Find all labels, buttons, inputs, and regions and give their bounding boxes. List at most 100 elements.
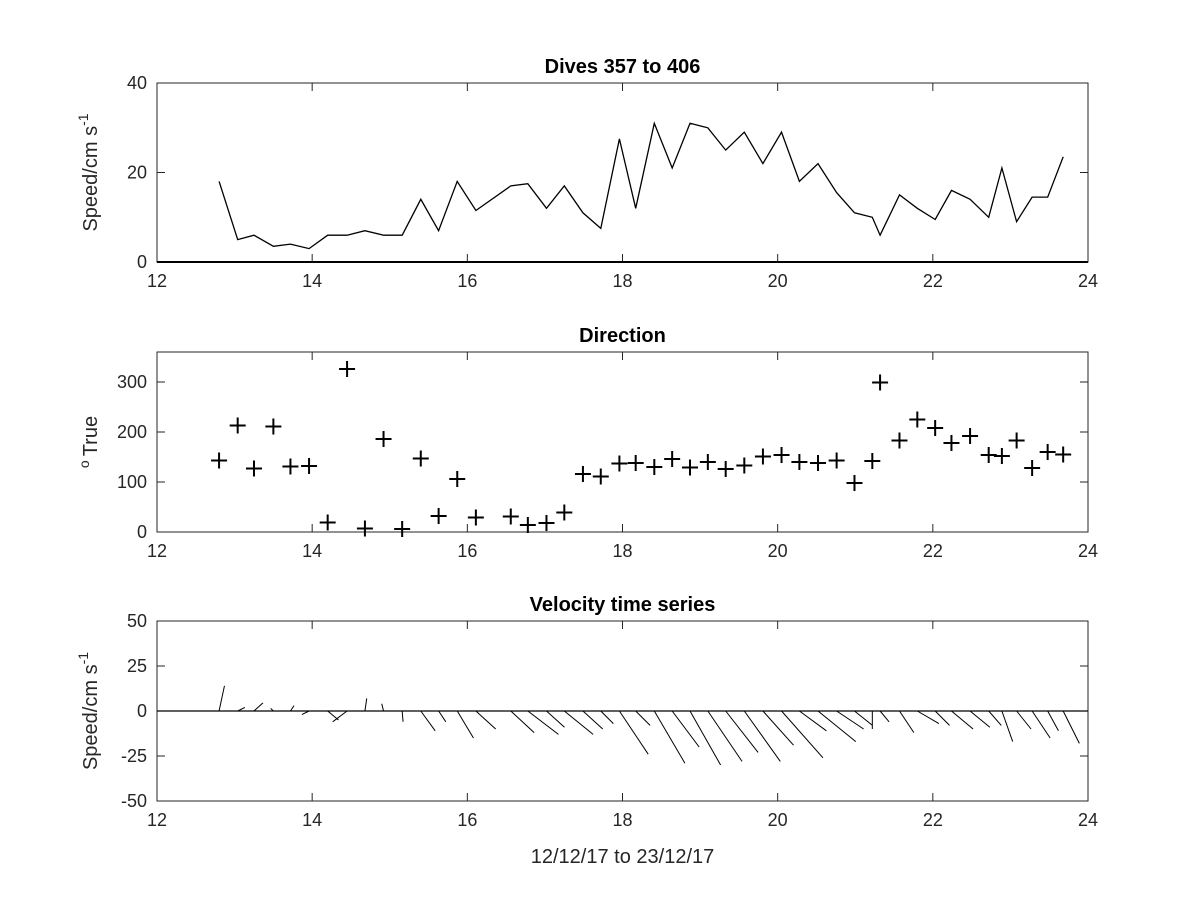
y-tick-label: -50 <box>121 791 147 811</box>
direction-point <box>872 374 889 391</box>
direction-point <box>810 455 827 471</box>
direction-point <box>891 432 908 449</box>
x-tick-label: 14 <box>302 271 322 291</box>
velocity-stick <box>364 698 368 712</box>
direction-point <box>773 447 790 463</box>
velocity-stick <box>438 710 447 723</box>
velocity-stick <box>401 710 404 722</box>
y-tick-label: 300 <box>117 372 147 392</box>
velocity-stick <box>301 710 310 716</box>
direction-point <box>791 454 808 470</box>
y-tick-label: 200 <box>117 422 147 442</box>
subplot-title: Dives 357 to 406 <box>545 56 701 78</box>
x-tick-label: 16 <box>457 810 477 830</box>
y-tick-label: 0 <box>137 252 147 272</box>
direction-point <box>449 471 466 487</box>
x-tick-label: 24 <box>1078 541 1098 561</box>
velocity-stick <box>707 710 743 762</box>
direction-point <box>962 428 979 444</box>
velocity-stick <box>1031 710 1051 739</box>
y-tick-label: 40 <box>127 73 147 93</box>
direction-point <box>927 420 944 436</box>
direction-point <box>909 411 926 428</box>
direction-point <box>356 520 373 537</box>
direction-point <box>864 453 881 469</box>
y-axis-label: Speed/cm s-1 <box>75 113 102 231</box>
subplot-3: 12 14 16 18 20 22 24 -50 -25 0 25 50 Velocity time s… <box>75 594 1098 868</box>
direction-point <box>211 452 228 469</box>
velocity-stick <box>456 710 474 739</box>
direction-point <box>664 451 681 467</box>
y-tick-label: -25 <box>121 746 147 766</box>
velocity-stick <box>1001 710 1014 742</box>
x-tick-label: 22 <box>923 810 943 830</box>
direction-point <box>699 454 716 470</box>
direction-point <box>556 504 573 521</box>
direction-point <box>229 417 246 434</box>
velocity-stick <box>381 703 385 712</box>
x-axis-label: 12/12/17 to 23/12/17 <box>531 846 715 868</box>
y-tick-label: 25 <box>127 656 147 676</box>
velocity-stick <box>671 710 700 748</box>
velocity-stick <box>969 710 991 728</box>
x-tick-label: 20 <box>768 810 788 830</box>
direction-point <box>754 448 771 465</box>
y-tick-label: 20 <box>127 163 147 183</box>
y-tick-label: 0 <box>137 522 147 542</box>
direction-point <box>993 448 1010 464</box>
x-tick-label: 18 <box>612 541 632 561</box>
direction-point <box>681 459 698 476</box>
velocity-stick <box>600 710 614 724</box>
velocity-stick <box>475 710 497 730</box>
direction-point <box>265 418 282 435</box>
x-tick-label: 14 <box>302 541 322 561</box>
x-tick-label: 24 <box>1078 810 1098 830</box>
direction-point <box>375 431 392 447</box>
velocity-stick <box>653 710 686 764</box>
y-axis-label-superscript: -1 <box>75 113 91 126</box>
direction-point <box>412 450 429 467</box>
x-tick-label: 20 <box>768 271 788 291</box>
x-tick-label: 16 <box>457 271 477 291</box>
direction-point <box>736 457 753 474</box>
y-axis-label-text: Speed/cm s <box>80 664 102 770</box>
y-tick-label: 50 <box>127 611 147 631</box>
velocity-stick <box>420 710 436 732</box>
velocity-stick <box>1062 710 1080 744</box>
velocity-stick <box>563 710 594 735</box>
direction-point <box>1024 460 1041 476</box>
velocity-stick <box>743 710 781 762</box>
direction-point <box>943 435 960 451</box>
axes-frame <box>156 351 1089 533</box>
x-tick-label: 22 <box>923 271 943 291</box>
velocity-stick <box>781 710 824 759</box>
direction-point <box>430 508 447 524</box>
x-tick-label: 14 <box>302 810 322 830</box>
y-axis-label-text: True <box>80 416 102 456</box>
velocity-stick <box>237 706 246 712</box>
y-axis-label-degree: o <box>76 460 92 468</box>
velocity-stick <box>1047 710 1059 732</box>
velocity-stick <box>879 710 890 723</box>
velocity-stick <box>899 710 915 733</box>
y-axis-label: o True <box>76 416 102 468</box>
velocity-stick <box>836 710 864 730</box>
velocity-stick <box>253 702 264 712</box>
velocity-stick <box>332 710 348 723</box>
velocity-stick <box>951 710 974 730</box>
velocity-stick <box>917 710 940 725</box>
direction-point <box>574 466 591 482</box>
y-tick-label: 100 <box>117 472 147 492</box>
x-tick-label: 12 <box>147 541 167 561</box>
speed-series-line <box>218 121 1064 250</box>
x-tick-label: 24 <box>1078 271 1098 291</box>
velocity-stick <box>854 710 873 726</box>
velocity-stick <box>218 685 225 712</box>
velocity-stick <box>1016 710 1032 730</box>
velocity-stick <box>582 710 604 730</box>
axes-frame <box>156 82 1089 263</box>
y-axis-label: Speed/cm s-1 <box>75 652 102 770</box>
direction-point <box>339 361 356 377</box>
direction-point <box>519 517 536 533</box>
velocity-stick <box>618 710 649 755</box>
